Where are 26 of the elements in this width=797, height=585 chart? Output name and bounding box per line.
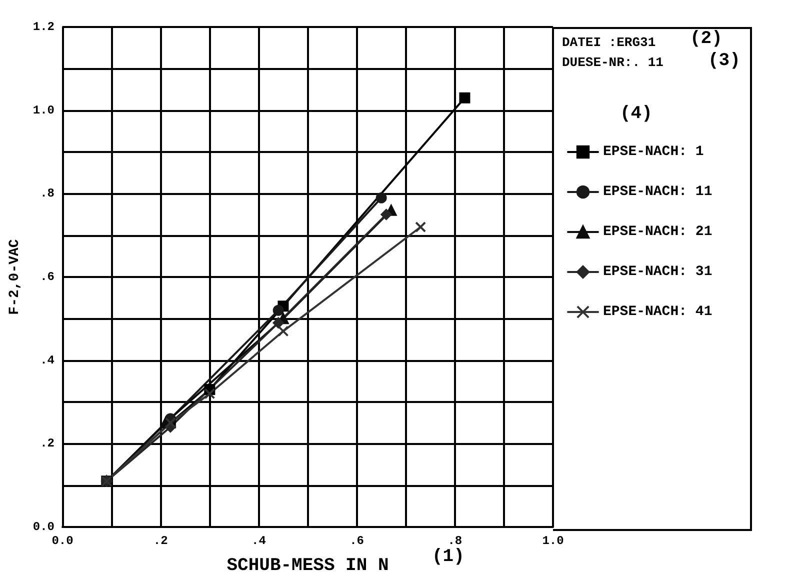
y-tick-label: 0.0: [32, 520, 55, 534]
y-tick-label: 1.0: [32, 103, 55, 118]
y-tick-label: .4: [40, 353, 55, 368]
text: (2): [690, 29, 722, 49]
y-tick-label: .2: [40, 436, 55, 451]
text: DATEI :ERG31: [562, 35, 656, 50]
x-tick-label: .4: [252, 534, 266, 548]
x-axis-title: SCHUB-MESS IN N: [226, 556, 389, 576]
legend-label: EPSE-NACH: 41: [603, 304, 712, 320]
x-tick-label: 0.0: [52, 534, 74, 548]
x-tick-label: 1.0: [542, 534, 564, 548]
text: (1): [432, 547, 464, 567]
legend-label: EPSE-NACH: 1: [603, 144, 704, 160]
legend-label: EPSE-NACH: 11: [603, 184, 712, 200]
legend-label: EPSE-NACH: 21: [603, 224, 712, 240]
text: DUESE-NR:. 11: [562, 55, 664, 70]
y-tick-label: .8: [40, 186, 55, 201]
x-tick-label: .2: [153, 534, 168, 548]
y-tick-label: .6: [40, 270, 55, 284]
x-tick-label: .8: [448, 534, 462, 548]
text: (3): [708, 51, 740, 71]
x-tick-label: .6: [350, 534, 364, 548]
text: (4): [620, 104, 652, 124]
y-axis-title: F-2,0-VAC: [7, 238, 23, 315]
legend-label: EPSE-NACH: 31: [603, 264, 712, 280]
y-tick-label: 1.2: [32, 20, 55, 34]
